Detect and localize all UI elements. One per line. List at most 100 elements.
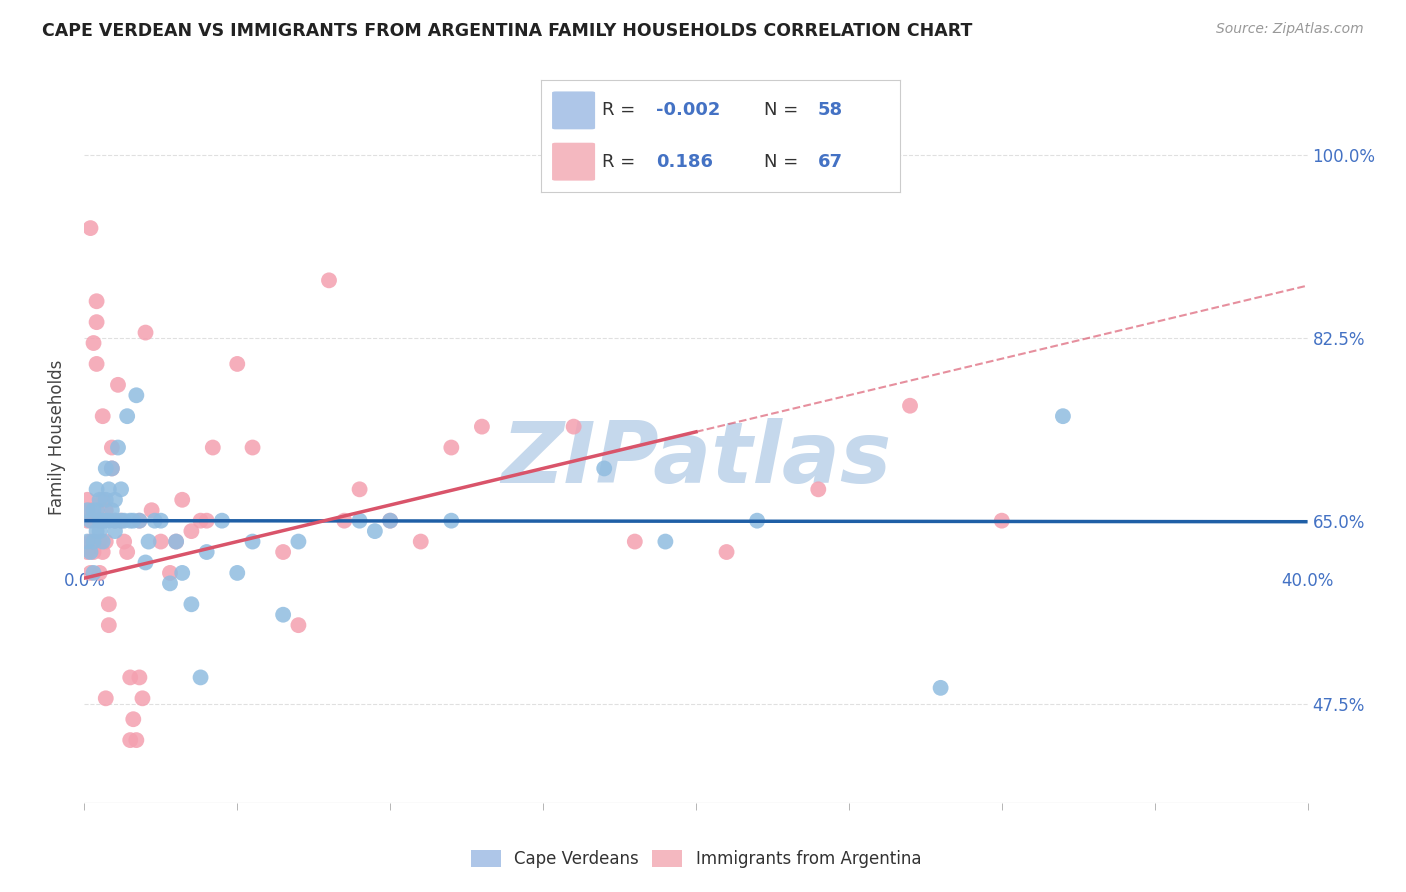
Legend: Cape Verdeans, Immigrants from Argentina: Cape Verdeans, Immigrants from Argentina	[464, 844, 928, 875]
Point	[94, 514, 117, 528]
Point	[149, 514, 172, 528]
Point	[79, 534, 101, 549]
Point	[91, 492, 114, 507]
Point	[89, 514, 111, 528]
Point	[333, 514, 356, 528]
Point	[125, 733, 148, 747]
FancyBboxPatch shape	[553, 143, 595, 180]
Point	[112, 534, 135, 549]
Point	[242, 534, 264, 549]
Point	[76, 534, 98, 549]
Point	[716, 545, 738, 559]
Point	[112, 514, 135, 528]
Point	[287, 534, 309, 549]
Point	[101, 503, 124, 517]
Point	[654, 534, 676, 549]
Point	[86, 503, 108, 517]
Point	[110, 483, 132, 497]
Text: 67: 67	[817, 153, 842, 170]
Point	[624, 534, 647, 549]
Point	[107, 377, 129, 392]
Point	[76, 545, 98, 559]
Point	[79, 566, 101, 580]
Point	[110, 514, 132, 528]
Point	[89, 534, 111, 549]
Point	[83, 545, 105, 559]
Text: 0.186: 0.186	[657, 153, 713, 170]
Point	[86, 315, 108, 329]
Point	[89, 492, 111, 507]
Point	[991, 514, 1014, 528]
Point	[91, 514, 114, 528]
Point	[91, 409, 114, 424]
Point	[89, 524, 111, 538]
Point	[190, 670, 212, 684]
Point	[120, 514, 142, 528]
Point	[86, 294, 108, 309]
Point	[226, 566, 249, 580]
Text: 40.0%: 40.0%	[1281, 573, 1334, 591]
Point	[165, 534, 187, 549]
Point	[107, 441, 129, 455]
Point	[94, 691, 117, 706]
Text: -0.002: -0.002	[657, 102, 720, 120]
Point	[94, 503, 117, 517]
Point	[104, 514, 127, 528]
Point	[91, 534, 114, 549]
Point	[86, 524, 108, 538]
Point	[172, 566, 194, 580]
Point	[120, 670, 142, 684]
FancyBboxPatch shape	[553, 91, 595, 129]
Text: N =: N =	[763, 102, 804, 120]
Point	[131, 691, 153, 706]
Point	[120, 733, 142, 747]
Point	[747, 514, 769, 528]
Point	[97, 597, 120, 611]
Point	[364, 524, 387, 538]
Point	[380, 514, 402, 528]
Point	[91, 514, 114, 528]
Point	[165, 534, 187, 549]
Point	[94, 461, 117, 475]
Point	[593, 461, 616, 475]
Point	[79, 221, 101, 235]
Point	[211, 514, 233, 528]
Point	[104, 514, 127, 528]
Point	[440, 514, 463, 528]
Point	[380, 514, 402, 528]
Point	[79, 545, 101, 559]
Text: N =: N =	[763, 153, 804, 170]
Point	[83, 534, 105, 549]
Point	[83, 514, 105, 528]
Point	[226, 357, 249, 371]
Point	[180, 597, 202, 611]
Point	[89, 514, 111, 528]
Point	[86, 357, 108, 371]
Point	[138, 534, 160, 549]
Point	[128, 670, 150, 684]
Point	[128, 514, 150, 528]
Text: R =: R =	[602, 102, 641, 120]
Point	[440, 441, 463, 455]
Point	[97, 618, 120, 632]
Point	[104, 524, 127, 538]
Point	[89, 566, 111, 580]
Point	[122, 514, 145, 528]
Point	[94, 534, 117, 549]
Point	[190, 514, 212, 528]
Point	[83, 566, 105, 580]
Point	[929, 681, 952, 695]
Point	[86, 483, 108, 497]
Point	[349, 483, 371, 497]
Point	[83, 336, 105, 351]
Point	[94, 492, 117, 507]
Point	[115, 409, 138, 424]
Point	[101, 461, 124, 475]
Point	[159, 566, 181, 580]
Point	[91, 545, 114, 559]
Text: R =: R =	[602, 153, 641, 170]
Point	[349, 514, 371, 528]
Point	[101, 461, 124, 475]
Point	[115, 545, 138, 559]
Text: 58: 58	[817, 102, 842, 120]
